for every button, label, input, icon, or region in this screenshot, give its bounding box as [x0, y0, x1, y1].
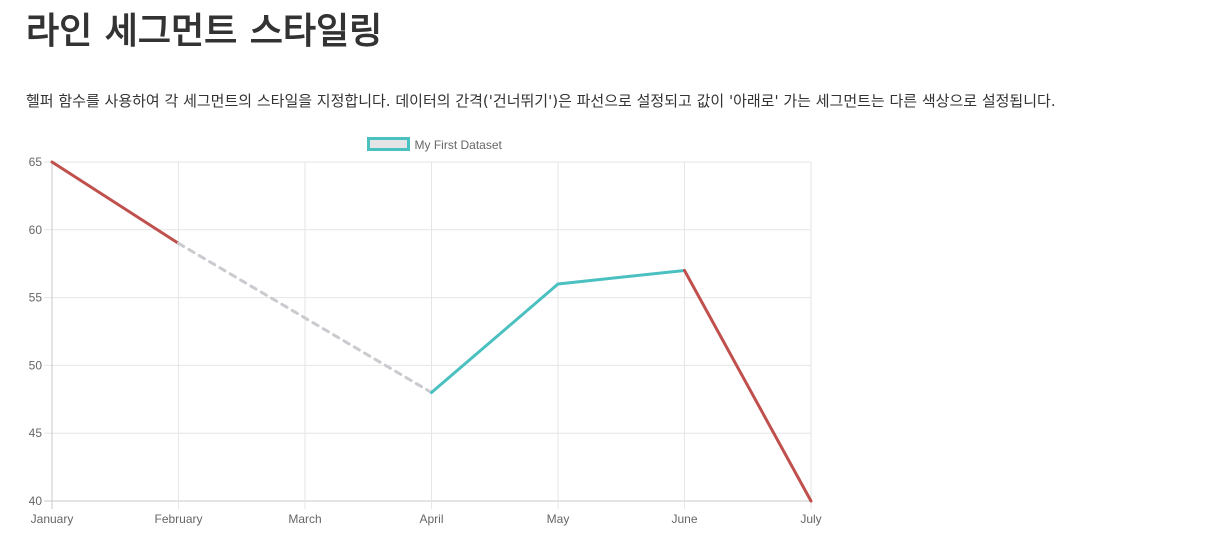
line-segment-down — [683, 268, 813, 503]
y-tick-label: 50 — [29, 358, 43, 372]
x-tick-label: April — [419, 512, 443, 526]
chart-grid — [44, 161, 812, 509]
x-tick-label: May — [547, 512, 570, 526]
y-tick-label: 60 — [29, 223, 43, 237]
y-tick-label: 55 — [29, 291, 43, 305]
x-tick-label: February — [154, 512, 202, 526]
x-tick-label: June — [671, 512, 697, 526]
line-chart: 40 45 50 55 60 65 January February March April May… — [29, 137, 822, 526]
line-segment — [556, 268, 686, 286]
y-tick-label: 65 — [29, 155, 43, 169]
legend-label[interactable]: My First Dataset — [415, 138, 503, 152]
legend-swatch — [367, 137, 410, 151]
y-tick-label: 40 — [29, 494, 43, 508]
x-tick-label: July — [800, 512, 821, 526]
chart-legend[interactable]: My First Dataset — [367, 137, 503, 152]
line-segment-skipped — [177, 241, 433, 395]
y-tick-label: 45 — [29, 426, 43, 440]
page-description: 헬퍼 함수를 사용하여 각 세그먼트의 스타일을 지정합니다. 데이터의 간격(… — [26, 92, 1056, 110]
line-segment-down — [50, 160, 180, 245]
x-tick-label: January — [31, 512, 74, 526]
page-title: 라인 세그먼트 스타일링 — [26, 11, 383, 52]
chart-axes: 40 45 50 55 60 65 January February March April May… — [29, 155, 822, 526]
x-tick-label: March — [288, 512, 321, 526]
chart-series-lines — [50, 160, 813, 503]
line-segment — [430, 282, 560, 395]
